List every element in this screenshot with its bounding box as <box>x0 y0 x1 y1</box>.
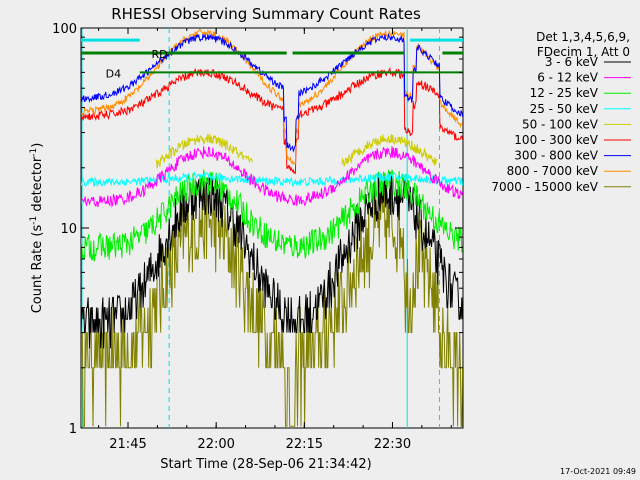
legend-label-1: 6 - 12 keV <box>537 71 599 85</box>
annotation-layer: RD D4 <box>81 38 463 80</box>
y-tick-label-2: 100 <box>52 22 77 37</box>
y-axis-label-main: Count Rate (s <box>30 225 45 314</box>
y-axis-label-sup2: -1 <box>29 148 39 157</box>
series-line-6 <box>81 33 463 153</box>
y-tick-label-1: 10 <box>60 222 77 237</box>
legend-label-2: 12 - 25 keV <box>530 86 599 100</box>
y-tick-label-0: 1 <box>69 422 77 437</box>
timestamp: 17-Oct-2021 09:49 <box>560 467 636 476</box>
y-axis-label-mid: detector <box>30 156 45 216</box>
series-line-8 <box>81 181 463 427</box>
y-axis: 1 10 100 <box>52 22 463 437</box>
series-line-0 <box>81 171 463 349</box>
plot-area: RD D4 <box>80 27 464 429</box>
x-tick-label-2: 22:15 <box>286 437 323 452</box>
x-axis-label: Start Time (28-Sep-06 21:34:42) <box>160 457 371 472</box>
x-axis: 21:45 22:00 22:15 22:30 <box>98 28 452 452</box>
legend-label-8: 7000 - 15000 keV <box>491 180 598 194</box>
series-line-1 <box>81 146 463 208</box>
y-axis-label-end: ) <box>30 143 45 148</box>
legend: Det 1,3,4,5,6,9, FDecim 1, Att 0 3 - 6 k… <box>491 30 631 194</box>
legend-label-5: 100 - 300 keV <box>514 133 598 147</box>
x-tick-label-3: 22:30 <box>374 437 411 452</box>
legend-label-6: 300 - 800 keV <box>514 149 598 163</box>
x-tick-label-1: 22:00 <box>197 437 234 452</box>
annotation-rd: RD <box>152 48 168 61</box>
legend-header-line-1: Det 1,3,4,5,6,9, <box>536 30 630 44</box>
series-line-4 <box>156 133 438 169</box>
legend-header-line-2: FDecim 1, Att 0 <box>537 45 630 59</box>
legend-label-0: 3 - 6 keV <box>545 55 599 69</box>
series-line-5 <box>81 67 463 175</box>
legend-label-7: 800 - 7000 keV <box>507 164 599 178</box>
x-tick-label-0: 21:45 <box>109 437 146 452</box>
series-layer <box>81 28 463 427</box>
series-line-3 <box>81 171 463 188</box>
y-axis-label-sup1: -1 <box>29 216 39 225</box>
y-axis-label: Count Rate (s-1 detector-1) <box>29 143 45 314</box>
annotation-d4: D4 <box>106 67 121 80</box>
chart-title: RHESSI Observing Summary Count Rates <box>111 5 421 23</box>
series-line-7 <box>81 28 463 166</box>
legend-label-3: 25 - 50 keV <box>530 102 599 116</box>
series-line-2 <box>81 169 463 262</box>
legend-label-4: 50 - 100 keV <box>522 117 599 131</box>
